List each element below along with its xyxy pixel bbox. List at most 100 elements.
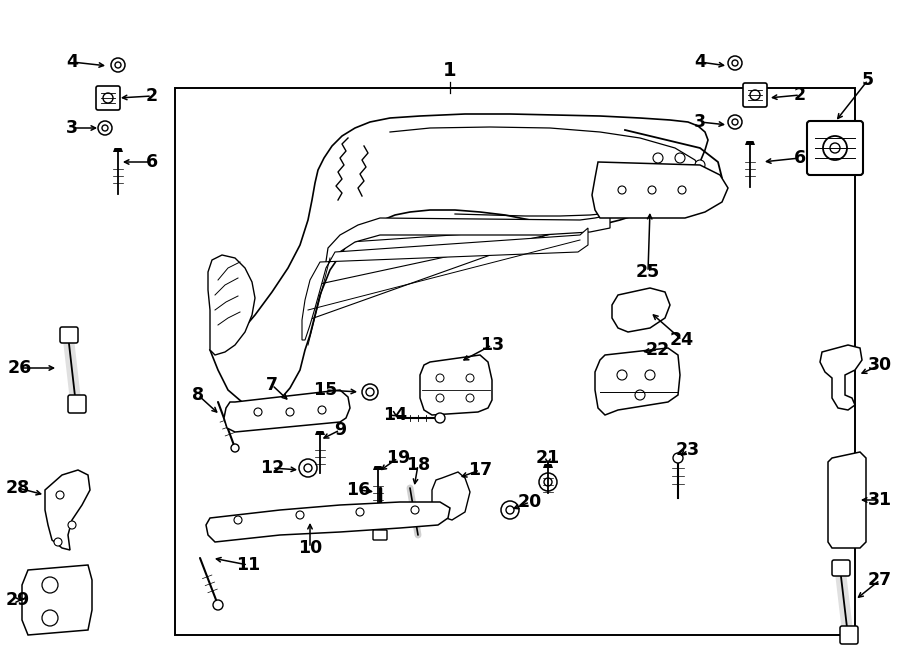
Circle shape (254, 408, 262, 416)
Text: 24: 24 (670, 331, 694, 349)
FancyBboxPatch shape (68, 395, 86, 413)
Circle shape (617, 370, 627, 380)
Bar (175, 88, 855, 635)
Polygon shape (224, 390, 350, 432)
Text: 23: 23 (676, 441, 700, 459)
FancyBboxPatch shape (96, 86, 120, 110)
Circle shape (231, 444, 239, 452)
Circle shape (103, 93, 113, 103)
Text: 13: 13 (480, 336, 504, 354)
Circle shape (366, 388, 374, 396)
Polygon shape (612, 288, 670, 332)
Circle shape (98, 121, 112, 135)
Text: 2: 2 (794, 86, 806, 104)
Polygon shape (208, 255, 255, 355)
Circle shape (286, 408, 294, 416)
Text: 7: 7 (266, 376, 278, 394)
Text: 6: 6 (146, 153, 158, 171)
Text: 4: 4 (694, 53, 706, 71)
FancyBboxPatch shape (743, 83, 767, 107)
FancyBboxPatch shape (373, 530, 387, 540)
Text: 26: 26 (8, 359, 32, 377)
Polygon shape (206, 502, 450, 542)
Text: 18: 18 (406, 456, 430, 474)
Circle shape (296, 511, 304, 519)
Text: 6: 6 (794, 149, 806, 167)
Polygon shape (45, 470, 90, 550)
Text: 19: 19 (386, 449, 410, 467)
Circle shape (42, 610, 58, 626)
Polygon shape (592, 162, 728, 218)
Polygon shape (595, 348, 680, 415)
Text: 29: 29 (6, 591, 30, 609)
FancyBboxPatch shape (60, 327, 78, 343)
Circle shape (435, 413, 445, 423)
Polygon shape (828, 452, 866, 548)
Polygon shape (22, 565, 92, 635)
Circle shape (506, 506, 514, 514)
Text: 30: 30 (868, 356, 892, 374)
Text: 16: 16 (346, 481, 370, 499)
Circle shape (695, 160, 705, 170)
Circle shape (56, 491, 64, 499)
Text: 3: 3 (694, 113, 706, 131)
Polygon shape (543, 464, 553, 468)
Circle shape (645, 370, 655, 380)
Circle shape (675, 153, 685, 163)
Text: 21: 21 (536, 449, 560, 467)
Text: 12: 12 (260, 459, 284, 477)
Circle shape (728, 115, 742, 129)
Text: 4: 4 (66, 53, 78, 71)
Circle shape (304, 464, 312, 472)
Circle shape (111, 58, 125, 72)
Circle shape (728, 56, 742, 70)
Text: 2: 2 (146, 87, 158, 105)
Circle shape (54, 538, 62, 546)
Text: 22: 22 (646, 341, 670, 359)
Text: 3: 3 (66, 119, 78, 137)
Circle shape (299, 459, 317, 477)
Text: 14: 14 (382, 406, 407, 424)
Circle shape (466, 394, 474, 402)
Circle shape (750, 90, 760, 100)
Polygon shape (432, 472, 470, 520)
Text: 11: 11 (236, 556, 260, 574)
Text: 17: 17 (468, 461, 492, 479)
Circle shape (732, 60, 738, 66)
Text: 10: 10 (298, 539, 322, 557)
Circle shape (678, 186, 686, 194)
Circle shape (539, 473, 557, 491)
Polygon shape (820, 345, 862, 410)
Circle shape (436, 374, 444, 382)
Text: 1: 1 (443, 61, 457, 79)
Circle shape (411, 506, 419, 514)
Polygon shape (420, 355, 492, 415)
Text: 5: 5 (862, 71, 874, 89)
Circle shape (635, 390, 645, 400)
Circle shape (115, 62, 121, 68)
Circle shape (648, 186, 656, 194)
Text: 15: 15 (313, 381, 338, 399)
Circle shape (544, 478, 552, 486)
Circle shape (234, 516, 242, 524)
Polygon shape (210, 114, 708, 408)
Circle shape (501, 501, 519, 519)
Text: 8: 8 (192, 386, 204, 404)
FancyBboxPatch shape (832, 560, 850, 576)
Text: 25: 25 (636, 263, 660, 281)
Circle shape (653, 153, 663, 163)
Text: 9: 9 (334, 421, 346, 439)
Text: 31: 31 (868, 491, 892, 509)
Circle shape (68, 521, 76, 529)
Circle shape (102, 125, 108, 131)
Circle shape (42, 577, 58, 593)
Polygon shape (113, 148, 123, 152)
Circle shape (732, 119, 738, 125)
Circle shape (318, 406, 326, 414)
Circle shape (618, 186, 626, 194)
Circle shape (673, 453, 683, 463)
Polygon shape (302, 228, 588, 340)
Polygon shape (315, 431, 325, 435)
Text: 28: 28 (6, 479, 30, 497)
Text: 27: 27 (868, 571, 892, 589)
